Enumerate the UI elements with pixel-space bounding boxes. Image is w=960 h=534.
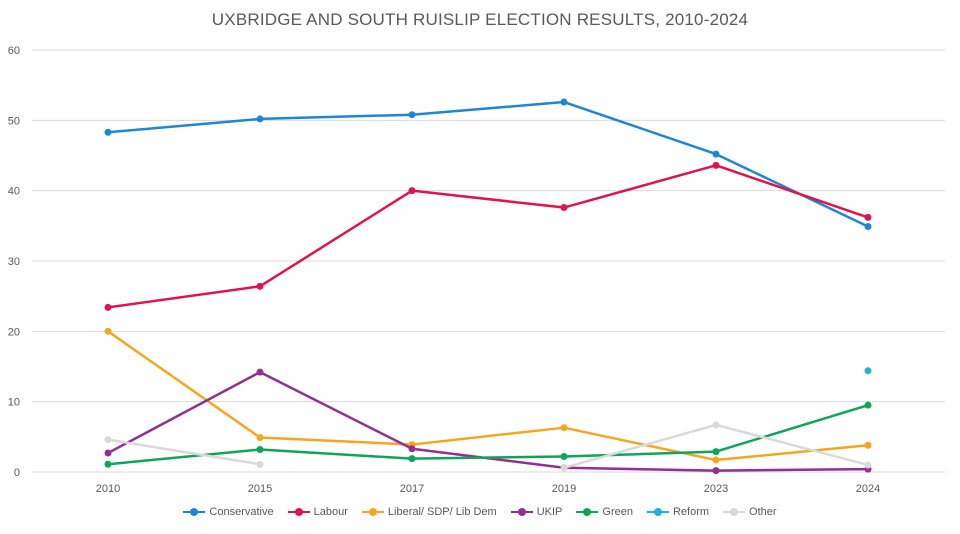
series-line-labour — [107, 164, 869, 309]
data-point — [256, 460, 264, 468]
data-point — [712, 448, 720, 456]
chart-title: UXBRIDGE AND SOUTH RUISLIP ELECTION RESU… — [211, 10, 749, 29]
data-point — [560, 453, 568, 461]
data-point — [256, 368, 264, 376]
data-point — [560, 424, 568, 432]
data-point — [408, 445, 416, 453]
legend-item: Liberal/ SDP/ Lib Dem — [361, 506, 497, 518]
data-point — [712, 467, 720, 475]
y-tick-label: 20 — [8, 326, 20, 338]
x-tick-label: 2019 — [552, 483, 576, 495]
y-tick-label: 10 — [8, 397, 20, 409]
data-point — [864, 441, 872, 449]
legend-item: Green — [576, 506, 633, 518]
legend-label: Reform — [672, 506, 710, 518]
data-point — [104, 460, 112, 468]
data-point — [104, 128, 112, 136]
data-point — [560, 98, 568, 106]
legend-swatch — [723, 508, 746, 516]
series-line-other — [107, 438, 261, 466]
data-point — [104, 303, 112, 311]
data-point — [256, 115, 264, 123]
legend-item: Labour — [287, 506, 348, 518]
legend-swatch — [646, 508, 669, 516]
data-point — [256, 434, 264, 442]
data-point — [256, 445, 264, 453]
series-line-conservative — [107, 100, 869, 228]
data-point — [712, 456, 720, 464]
data-point — [864, 461, 872, 469]
data-point — [104, 449, 112, 457]
y-tick-label: 40 — [8, 186, 20, 198]
legend-item: Conservative — [183, 506, 274, 518]
data-point — [408, 187, 416, 195]
legend-swatch — [576, 508, 599, 516]
legend-item: Other — [723, 506, 777, 518]
legend-label: Conservative — [209, 506, 274, 518]
data-point — [864, 213, 872, 221]
x-tick-label: 2023 — [704, 483, 728, 495]
x-tick-label: 2017 — [400, 483, 424, 495]
series-line-liberal-sdp-lib-dem — [107, 330, 869, 462]
y-tick-label: 30 — [8, 256, 20, 268]
legend-swatch — [287, 508, 310, 516]
data-point — [712, 161, 720, 169]
legend-label: Liberal/ SDP/ Lib Dem — [387, 506, 497, 518]
data-point — [864, 223, 872, 231]
data-point — [408, 111, 416, 119]
legend-label: Other — [749, 506, 777, 518]
data-point — [408, 455, 416, 463]
data-point — [104, 436, 112, 444]
data-point — [864, 401, 872, 409]
data-point — [712, 421, 720, 429]
y-tick-label: 0 — [14, 467, 20, 479]
y-tick-label: 50 — [8, 115, 20, 127]
data-point — [256, 282, 264, 290]
data-point — [104, 327, 112, 335]
series-line-green — [107, 403, 869, 466]
legend-label: Labour — [313, 506, 348, 518]
data-point — [864, 367, 872, 375]
data-point — [560, 464, 568, 472]
legend-swatch — [183, 508, 206, 516]
legend-item: Reform — [646, 506, 710, 518]
legend: Conservative Labour Liberal/ SDP/ Lib Dem U… — [0, 506, 960, 518]
legend-swatch — [361, 508, 384, 516]
x-tick-label: 2024 — [856, 483, 880, 495]
legend-swatch — [510, 508, 533, 516]
y-tick-label: 60 — [8, 45, 20, 57]
data-point — [560, 204, 568, 212]
x-tick-label: 2015 — [248, 483, 272, 495]
legend-label: UKIP — [536, 506, 563, 518]
x-tick-label: 2010 — [96, 483, 120, 495]
data-point — [712, 150, 720, 158]
legend-item: UKIP — [510, 506, 563, 518]
legend-label: Green — [602, 506, 633, 518]
